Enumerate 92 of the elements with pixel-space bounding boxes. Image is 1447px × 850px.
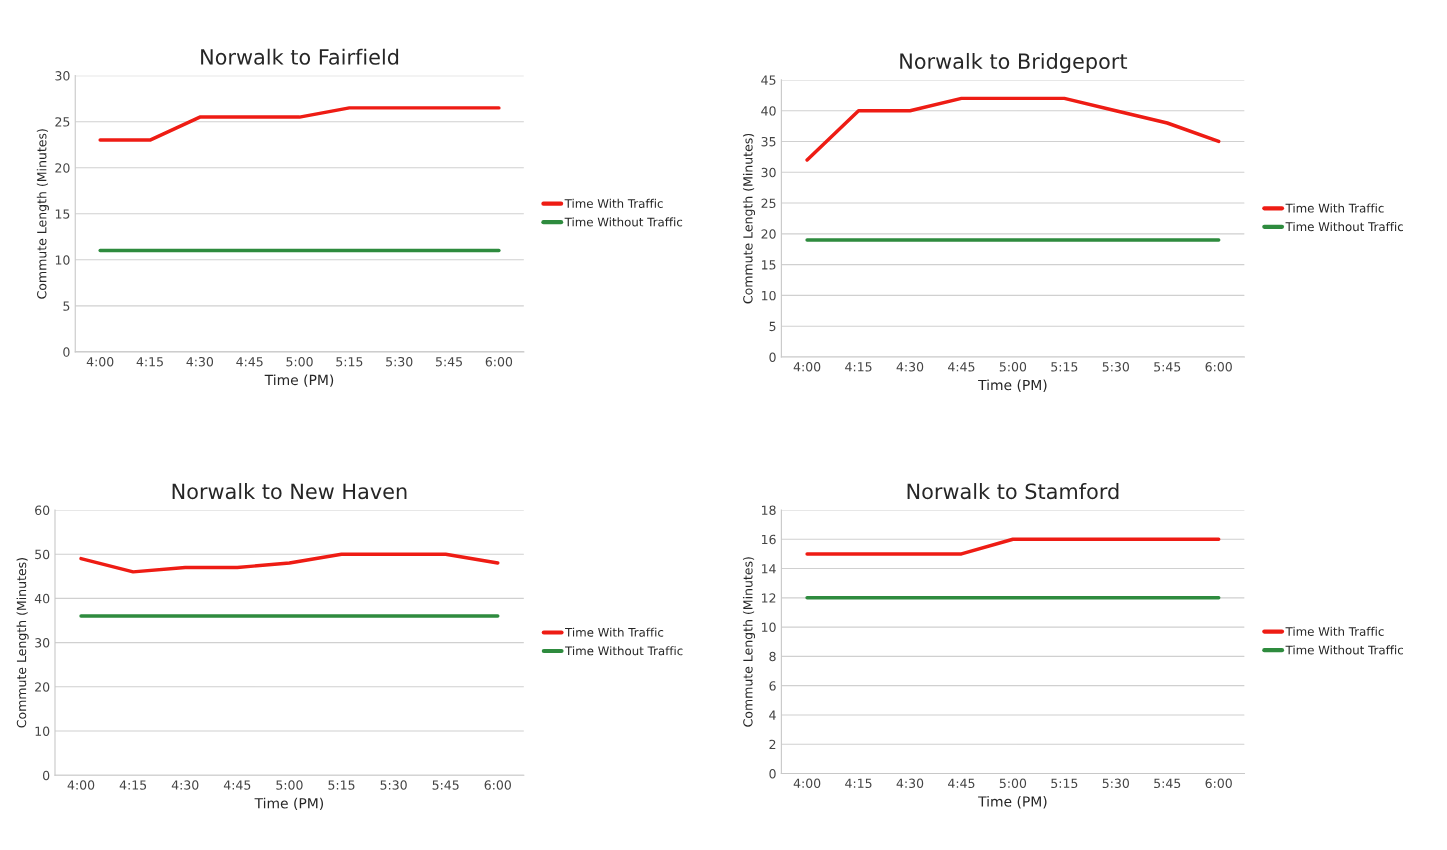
y-tick-label: 0 — [769, 768, 776, 779]
x-tick-label: 5:00 — [999, 362, 1027, 372]
x-tick-label: 6:00 — [485, 356, 513, 367]
legend-label: Time Without Traffic — [1285, 645, 1403, 655]
line-series — [805, 96, 1221, 162]
y-tick-label: 8 — [769, 651, 776, 662]
y-tick-label: 30 — [55, 71, 70, 81]
x-tick-label: 6:00 — [1205, 362, 1232, 372]
x-tick-label: 5:15 — [336, 357, 363, 367]
y-tick-label: 15 — [55, 209, 70, 219]
x-axis-title: Time (PM) — [978, 379, 1047, 392]
chart-title: Norwalk to New Haven — [172, 483, 407, 500]
x-tick-label: 6:00 — [1205, 778, 1232, 789]
y-tick-label: 4 — [769, 710, 776, 720]
y-tick-label: 50 — [35, 549, 50, 560]
x-tick-label: 4:15 — [845, 778, 872, 789]
y-tick-label: 10 — [761, 290, 776, 301]
x-tick-label: 4:30 — [186, 356, 214, 367]
x-tick-label: 5:15 — [328, 780, 355, 790]
x-tick-label: 5:45 — [432, 780, 459, 790]
legend-label: Time With Traffic — [1285, 626, 1384, 636]
x-axis-title: Time (PM) — [264, 374, 334, 387]
x-tick-label: 5:15 — [1051, 362, 1078, 372]
y-tick-label: 16 — [761, 534, 776, 545]
line-series — [79, 552, 500, 574]
y-tick-label: 20 — [35, 682, 50, 692]
x-axis-title: Time (PM) — [254, 797, 323, 811]
x-tick-label: 5:30 — [386, 356, 413, 367]
x-axis-title: Time (PM) — [978, 796, 1047, 809]
y-tick-label: 2 — [769, 739, 776, 749]
legend-label: Time With Traffic — [565, 627, 664, 637]
x-tick-label: 5:15 — [1051, 778, 1078, 789]
y-tick-label: 30 — [35, 638, 50, 648]
legend-label: Time Without Traffic — [564, 217, 683, 227]
y-axis-title: Commute Length (Minutes) — [16, 558, 29, 728]
x-tick-label: 5:30 — [380, 780, 407, 790]
x-tick-label: 5:00 — [286, 356, 313, 367]
legend-label: Time With Traffic — [1285, 203, 1384, 213]
y-tick-label: 0 — [63, 347, 70, 357]
y-tick-label: 20 — [55, 163, 70, 173]
x-tick-label: 5:00 — [276, 780, 303, 790]
y-tick-label: 5 — [769, 321, 776, 332]
y-axis-title: Commute Length (Minutes) — [742, 557, 756, 727]
x-tick-label: 4:45 — [223, 780, 251, 790]
chart-title: Norwalk to Stamford — [907, 483, 1119, 500]
x-tick-label: 4:45 — [236, 357, 263, 367]
x-tick-label: 5:30 — [1102, 362, 1129, 372]
legend-label: Time Without Traffic — [1285, 221, 1403, 232]
y-tick-label: 25 — [55, 117, 70, 127]
y-tick-label: 20 — [761, 229, 776, 239]
y-tick-label: 10 — [761, 622, 776, 633]
y-tick-label: 30 — [761, 167, 776, 178]
x-tick-label: 5:45 — [1154, 362, 1181, 372]
x-tick-label: 4:30 — [171, 780, 199, 790]
x-tick-label: 4:00 — [67, 780, 95, 790]
y-axis-title: Commute Length (Minutes) — [742, 133, 756, 304]
x-tick-label: 4:00 — [793, 362, 821, 372]
x-tick-label: 5:30 — [1102, 778, 1129, 789]
y-tick-label: 6 — [769, 681, 776, 691]
x-tick-label: 5:45 — [435, 357, 462, 367]
x-tick-label: 4:00 — [86, 356, 114, 367]
y-tick-label: 10 — [35, 726, 50, 736]
y-tick-label: 5 — [63, 301, 70, 311]
y-tick-label: 25 — [761, 198, 776, 208]
y-tick-label: 15 — [761, 260, 776, 270]
y-tick-label: 40 — [761, 106, 776, 116]
y-tick-label: 40 — [34, 593, 50, 604]
x-tick-label: 5:00 — [999, 778, 1027, 789]
x-tick-label: 4:15 — [845, 362, 872, 372]
legend-label: Time With Traffic — [564, 198, 663, 208]
x-tick-label: 4:15 — [136, 357, 163, 367]
x-tick-label: 4:30 — [896, 778, 924, 789]
y-tick-label: 0 — [769, 352, 776, 362]
y-tick-label: 18 — [761, 505, 776, 515]
y-tick-label: 12 — [761, 593, 776, 603]
legend-label: Time Without Traffic — [565, 646, 683, 656]
chart-title: Norwalk to Bridgeport — [900, 52, 1128, 74]
x-tick-label: 5:45 — [1154, 778, 1181, 789]
y-tick-label: 45 — [761, 75, 776, 85]
x-tick-label: 4:30 — [896, 362, 924, 372]
y-tick-label: 60 — [35, 505, 50, 515]
x-tick-label: 6:00 — [484, 780, 511, 790]
x-tick-label: 4:45 — [948, 778, 975, 789]
x-tick-label: 4:00 — [793, 778, 821, 789]
y-tick-label: 0 — [43, 770, 50, 781]
y-tick-label: 10 — [55, 255, 70, 265]
x-tick-label: 4:15 — [119, 780, 147, 790]
y-axis-title: Commute Length (Minutes) — [36, 129, 49, 299]
y-tick-label: 14 — [761, 564, 776, 574]
chart-title: Norwalk to Fairfield — [201, 48, 399, 65]
y-tick-label: 35 — [761, 136, 776, 147]
x-tick-label: 4:45 — [948, 362, 975, 372]
